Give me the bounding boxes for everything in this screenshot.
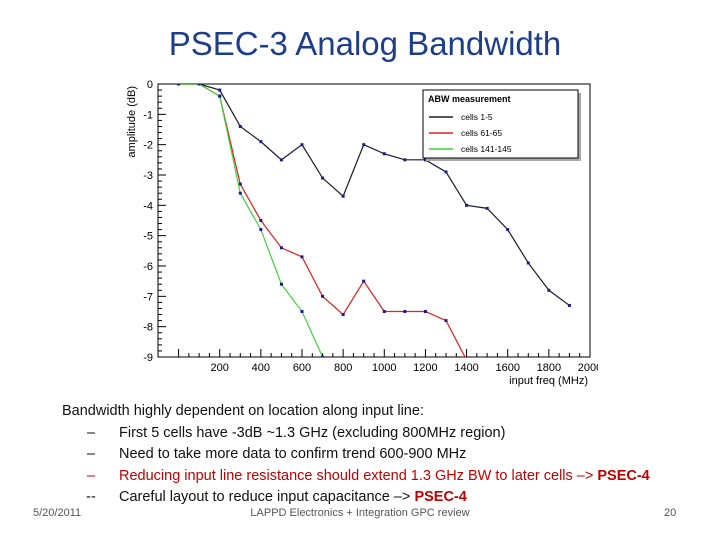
data-point xyxy=(382,310,386,313)
x-tick-label: 1200 xyxy=(413,362,437,374)
data-point xyxy=(259,228,263,232)
data-point xyxy=(526,261,530,265)
x-tick-label: 600 xyxy=(293,362,311,374)
data-point xyxy=(567,303,571,307)
x-tick-label: 200 xyxy=(211,362,229,374)
y-tick-label: -5 xyxy=(143,231,153,243)
data-point xyxy=(341,313,345,317)
bullet-item: – Reducing input line resistance should … xyxy=(62,466,717,488)
x-tick-label: 400 xyxy=(252,362,270,374)
data-point xyxy=(403,310,407,313)
footer-date: 5/20/2011 xyxy=(33,507,82,519)
data-point xyxy=(382,152,386,156)
data-point xyxy=(362,279,366,283)
data-point xyxy=(506,228,510,232)
series-line xyxy=(178,84,570,306)
bullet-list: Bandwidth highly dependent on location a… xyxy=(62,401,717,509)
series-0 xyxy=(177,84,571,307)
x-tick-label: 800 xyxy=(334,362,352,374)
data-point xyxy=(547,288,551,292)
data-point xyxy=(321,294,325,298)
y-tick-label: -3 xyxy=(143,170,153,182)
y-axis-label: amplitude (dB) xyxy=(126,86,138,158)
y-tick-label: 0 xyxy=(147,79,153,91)
data-point xyxy=(279,246,283,250)
data-point xyxy=(279,158,283,162)
data-point xyxy=(485,206,489,210)
y-tick-label: -1 xyxy=(143,109,153,121)
legend-entry: cells 141-145 xyxy=(461,144,512,154)
data-point xyxy=(321,355,325,357)
bullet-dash: – xyxy=(86,467,96,484)
data-point xyxy=(465,203,469,207)
bullet-strong: PSEC-4 xyxy=(414,489,467,505)
data-point xyxy=(300,143,304,147)
series-line xyxy=(178,84,324,357)
data-point xyxy=(177,84,181,86)
x-tick-label: 1000 xyxy=(372,362,396,374)
y-tick-label: -7 xyxy=(143,291,153,303)
bullet-text: Need to take more data to confirm trend … xyxy=(119,446,467,462)
bullet-dash: -- xyxy=(86,489,96,505)
data-point xyxy=(444,170,448,174)
data-point xyxy=(238,191,242,195)
y-tick-label: -8 xyxy=(143,322,153,334)
data-point xyxy=(423,310,427,313)
data-point xyxy=(403,158,407,162)
data-point xyxy=(238,182,242,186)
data-point xyxy=(444,319,448,323)
data-point xyxy=(423,158,427,162)
bullet-text: Reducing input line resistance should ex… xyxy=(119,467,598,484)
data-point xyxy=(197,84,201,86)
bullet-dash: – xyxy=(86,424,96,441)
data-point xyxy=(218,94,222,98)
bullets-heading: Bandwidth highly dependent on location a… xyxy=(62,403,424,419)
x-tick-label: 1800 xyxy=(537,362,561,374)
bullet-text: Careful layout to reduce input capacitan… xyxy=(119,489,415,505)
data-point xyxy=(259,219,263,222)
x-tick-label: 1600 xyxy=(495,362,519,374)
x-axis-label: input freq (MHz) xyxy=(509,375,588,387)
data-point xyxy=(259,140,263,144)
slide-title: PSEC-3 Analog Bandwidth xyxy=(168,25,562,62)
series-2 xyxy=(177,84,325,357)
data-point xyxy=(300,255,304,259)
legend-entry: cells 61-65 xyxy=(461,128,502,138)
y-tick-label: -4 xyxy=(143,200,153,212)
data-point xyxy=(238,124,242,128)
footer-center-text: LAPPD Electronics + Integration GPC revi… xyxy=(250,507,470,519)
data-point xyxy=(279,282,283,286)
data-point xyxy=(321,176,325,180)
y-tick-label: -2 xyxy=(143,140,153,152)
x-tick-label: 1400 xyxy=(454,362,478,374)
footer-page-number: 20 xyxy=(664,507,677,519)
bullet-item: – First 5 cells have -3dB ~1.3 GHz (excl… xyxy=(62,423,717,445)
data-point xyxy=(362,143,366,147)
data-point xyxy=(218,88,222,92)
bullet-strong: PSEC-4 xyxy=(597,467,650,484)
data-point xyxy=(341,194,345,198)
legend-box xyxy=(422,89,579,159)
bullet-dash: – xyxy=(86,446,96,462)
legend-entry: cells 1-5 xyxy=(461,112,493,122)
data-point xyxy=(300,310,304,313)
bullet-item: – Need to take more data to confirm tren… xyxy=(62,444,717,466)
y-tick-label: -6 xyxy=(143,261,153,273)
legend-title: ABW measurement xyxy=(428,94,511,104)
bullet-text: First 5 cells have -3dB ~1.3 GHz (exclud… xyxy=(119,424,506,441)
bullet-item: -- Careful layout to reduce input capaci… xyxy=(62,487,717,509)
y-tick-label: -9 xyxy=(143,352,153,364)
